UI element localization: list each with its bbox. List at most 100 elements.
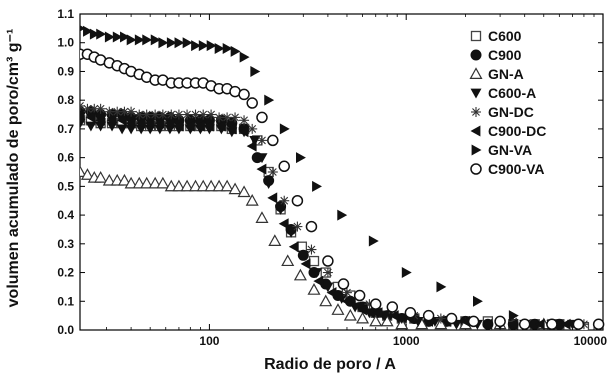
data-point: [125, 117, 136, 129]
data-points: [80, 25, 605, 330]
legend-label: GN-A: [488, 66, 524, 82]
y-tick-label: 0.4: [57, 208, 74, 222]
data-point: [166, 37, 177, 49]
data-point: [230, 45, 241, 57]
legend-item-gn-dc: GN-DC: [471, 104, 534, 120]
data-point: [412, 316, 424, 327]
legend-marker: [470, 125, 481, 137]
data-point: [341, 287, 352, 298]
data-point: [310, 268, 322, 279]
data-point: [106, 114, 117, 126]
data-point: [85, 121, 97, 132]
data-point: [467, 315, 480, 328]
legend-item-c900: C900: [470, 47, 522, 63]
data-point: [267, 167, 278, 177]
data-point: [173, 109, 184, 120]
data-point: [278, 160, 290, 173]
data-point: [300, 258, 311, 270]
data-point: [82, 103, 93, 114]
data-point: [337, 209, 348, 221]
data-point: [267, 192, 278, 204]
data-point: [246, 97, 258, 109]
legend-item-c600-a: C600-A: [470, 85, 536, 101]
data-point: [250, 65, 261, 77]
data-point: [386, 301, 399, 313]
data-point: [117, 173, 131, 186]
data-point: [285, 227, 297, 238]
series-gn-a: [80, 165, 551, 330]
data-point: [214, 112, 225, 123]
data-point: [239, 115, 250, 126]
data-point: [388, 310, 399, 322]
legend-label: C900: [488, 47, 522, 63]
data-point: [80, 111, 85, 123]
data-point: [238, 88, 250, 101]
data-point: [203, 120, 214, 132]
data-point: [196, 179, 210, 192]
data-point: [85, 111, 96, 123]
data-point: [380, 314, 394, 327]
data-point: [102, 173, 116, 186]
x-axis-title: Radio de poro / A: [264, 356, 396, 373]
data-point: [508, 310, 519, 322]
data-point: [249, 136, 261, 146]
data-point: [326, 287, 337, 299]
data-point: [94, 171, 108, 183]
data-point: [293, 268, 307, 281]
data-point: [80, 100, 85, 111]
x-tick-label: 1000: [393, 334, 420, 348]
data-point: [184, 120, 195, 132]
data-point: [356, 311, 370, 324]
data-point: [297, 250, 309, 261]
data-point: [264, 94, 275, 106]
data-point: [120, 31, 130, 43]
data-point: [256, 135, 267, 146]
data-point: [281, 254, 295, 267]
data-point: [164, 179, 178, 192]
data-point: [256, 153, 268, 164]
data-point: [174, 37, 185, 49]
legend-label: GN-DC: [488, 104, 534, 120]
y-tick-label: 0.9: [57, 64, 74, 78]
y-tick-label: 0.3: [57, 237, 74, 251]
x-tick-label: 10000: [574, 334, 608, 348]
data-point: [445, 312, 458, 325]
data-point: [308, 255, 320, 267]
data-point: [313, 275, 324, 287]
legend-item-gn-a: GN-A: [469, 66, 524, 82]
data-point: [357, 304, 367, 316]
data-point: [436, 281, 447, 293]
data-point: [198, 40, 209, 52]
data-point: [237, 185, 251, 198]
y-tick-label: 0.5: [57, 179, 74, 193]
data-point: [246, 140, 257, 152]
data-point: [173, 120, 184, 132]
legend-item-c600: C600: [470, 28, 522, 44]
data-point: [135, 117, 146, 129]
data-point: [80, 168, 94, 180]
data-point: [534, 318, 545, 330]
legend-label: C900-DC: [488, 123, 546, 139]
data-point: [142, 34, 153, 46]
legend-item-gn-va: GN-VA: [471, 142, 532, 158]
legend-label: C900-VA: [488, 161, 545, 177]
data-point: [204, 179, 218, 192]
data-point: [104, 31, 115, 43]
data-point: [482, 318, 493, 330]
data-point: [267, 134, 279, 147]
data-point: [89, 28, 100, 40]
data-point: [238, 126, 249, 138]
data-point: [95, 103, 106, 114]
data-point: [228, 182, 242, 195]
data-point: [172, 179, 186, 192]
data-point: [156, 176, 170, 189]
data-point: [148, 176, 162, 189]
data-point: [401, 267, 412, 279]
legend-marker: [470, 49, 482, 61]
data-point: [230, 112, 241, 123]
y-tick-label: 0.7: [57, 122, 74, 136]
data-point: [255, 211, 269, 223]
data-point: [214, 42, 225, 54]
y-axis-title: volumen acumulado de poro/cm³ g⁻¹: [5, 29, 22, 308]
legend-label: C600-A: [488, 85, 536, 101]
